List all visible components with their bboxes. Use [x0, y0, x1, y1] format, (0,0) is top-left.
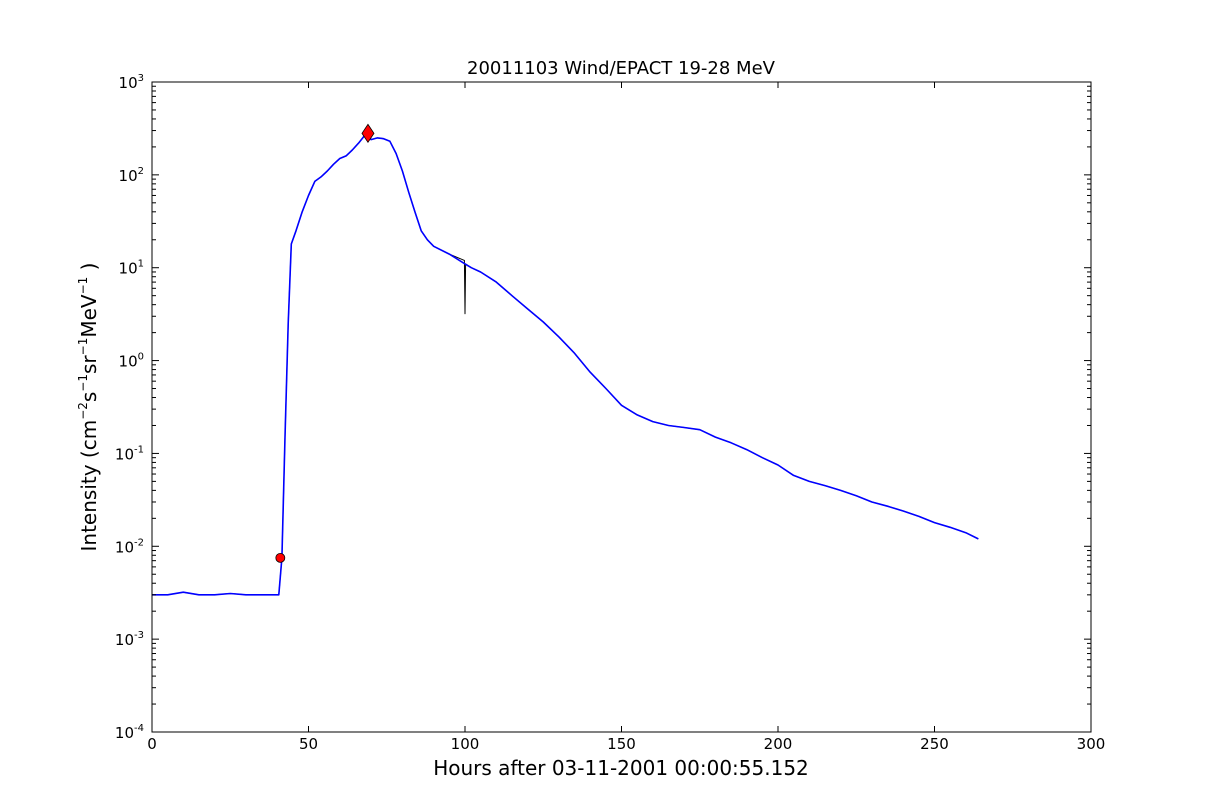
x-axis: 0 50 100 150 200 250 300	[147, 82, 1105, 753]
y-axis-label: Intensity (cm−2s−1sr−1MeV−1 )	[76, 262, 101, 551]
x-tick-label: 100	[451, 735, 480, 753]
x-tick-label: 300	[1077, 735, 1106, 753]
series-layer	[152, 132, 979, 596]
chart-title: 20011103 Wind/EPACT 19-28 MeV	[467, 58, 776, 79]
peak-marker	[361, 123, 375, 144]
y-tick-label: 100	[119, 352, 144, 371]
y-tick-label: 10-2	[115, 537, 144, 556]
marker-layer	[275, 123, 375, 563]
y-axis: 10-4 10-3 10-2 10-1 100 101 102 103	[115, 73, 1091, 742]
y-tick-label: 101	[119, 259, 144, 278]
plot-background	[152, 82, 1091, 732]
y-tick-label: 10-1	[115, 444, 144, 463]
series-line-smoothed	[152, 132, 979, 596]
x-tick-label: 50	[299, 735, 318, 753]
y-tick-label: 10-4	[115, 723, 144, 742]
onset-marker	[275, 552, 286, 563]
y-tick-label: 102	[119, 166, 144, 185]
y-tick-label: 103	[119, 73, 144, 92]
x-tick-label: 200	[764, 735, 793, 753]
y-tick-label: 10-3	[115, 630, 144, 649]
x-axis-label: Hours after 03-11-2001 00:00:55.152	[433, 756, 809, 780]
x-tick-label: 0	[147, 735, 157, 753]
x-tick-label: 250	[920, 735, 949, 753]
x-tick-label: 150	[607, 735, 636, 753]
